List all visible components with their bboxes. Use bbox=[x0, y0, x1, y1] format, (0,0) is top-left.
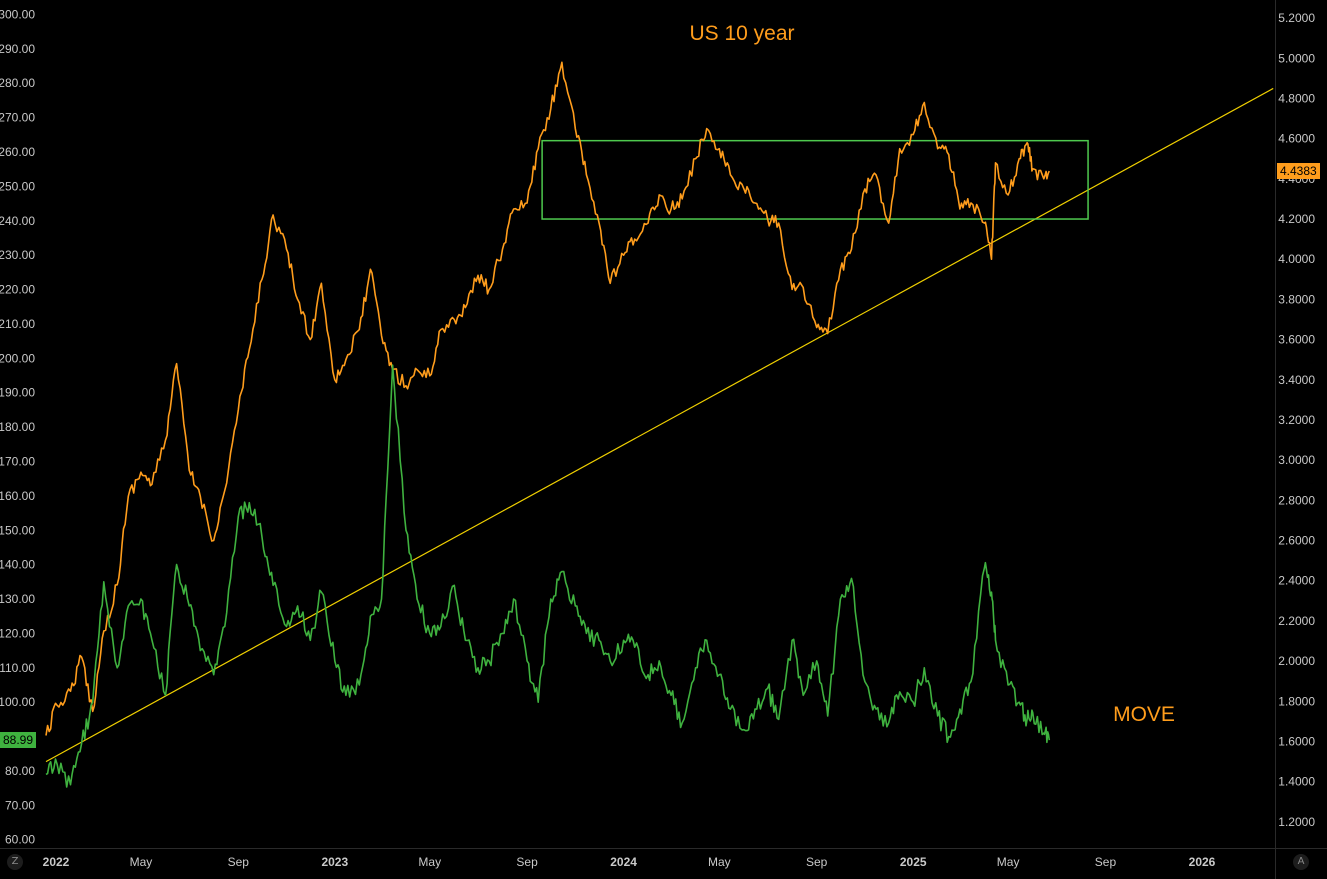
right-price-axis[interactable]: 5.20005.00004.80004.60004.40004.20004.00… bbox=[1278, 11, 1315, 829]
left-axis-tick-label: 230.00 bbox=[0, 248, 35, 262]
left-axis-tick-label: 290.00 bbox=[0, 42, 35, 56]
left-price-axis[interactable]: 300.00 290.00 280.00 270.00 260.00 250.00 240.… bbox=[0, 7, 35, 846]
range-box[interactable] bbox=[541, 139, 1089, 220]
left-axis-tick-label: 210.00 bbox=[0, 317, 35, 331]
left-axis-tick-label: 280.00 bbox=[0, 76, 35, 90]
right-axis-tick-label: 2.6000 bbox=[1278, 534, 1315, 548]
time-axis-tick-label: 2022 bbox=[43, 855, 70, 869]
right-axis-tick-label: 4.6000 bbox=[1278, 132, 1315, 146]
time-axis-tick-label: 2025 bbox=[900, 855, 927, 869]
right-axis-tick-label: 2.0000 bbox=[1278, 654, 1315, 668]
left-axis-tick-label: 270.00 bbox=[0, 111, 35, 125]
right-axis-tick-label: 3.8000 bbox=[1278, 292, 1315, 306]
last-value-badge-us10y: 4.4383 bbox=[1277, 163, 1320, 180]
left-axis-tick-label: 80.00 bbox=[5, 764, 35, 778]
right-axis-tick-label: 4.8000 bbox=[1278, 91, 1315, 105]
left-axis-tick-label: 100.00 bbox=[0, 695, 35, 709]
right-axis-tick-label: 3.4000 bbox=[1278, 373, 1315, 387]
right-axis-tick-label: 3.6000 bbox=[1278, 333, 1315, 347]
right-axis-tick-label: 4.0000 bbox=[1278, 252, 1315, 266]
right-axis-tick-label: 5.2000 bbox=[1278, 11, 1315, 25]
right-axis-tick-label: 3.0000 bbox=[1278, 453, 1315, 467]
annotation-us10y-label: US 10 year bbox=[689, 22, 794, 45]
last-value-badge-move: 88.99 bbox=[0, 732, 37, 749]
left-axis-tick-label: 130.00 bbox=[0, 592, 35, 606]
left-axis-tick-label: 110.00 bbox=[0, 661, 35, 675]
time-axis-tick-label: May bbox=[997, 855, 1020, 869]
left-axis-tick-label: 170.00 bbox=[0, 454, 35, 468]
left-axis-tick-label: 200.00 bbox=[0, 351, 35, 365]
left-axis-tick-label: 140.00 bbox=[0, 558, 35, 572]
series-line-move bbox=[45, 364, 1051, 788]
time-axis-tick-label: May bbox=[418, 855, 441, 869]
series-line-us10y bbox=[45, 61, 1051, 736]
left-axis-tick-label: 60.00 bbox=[5, 833, 35, 847]
time-axis-tick-label: 2026 bbox=[1189, 855, 1216, 869]
right-axis-tick-label: 5.0000 bbox=[1278, 51, 1315, 65]
drawings-layer bbox=[45, 87, 1274, 763]
time-axis-tick-label: 2024 bbox=[610, 855, 637, 869]
time-axis-tick-label: Sep bbox=[806, 855, 828, 869]
time-axis-tick-label: May bbox=[708, 855, 731, 869]
timezone-button[interactable]: Z bbox=[7, 854, 23, 870]
right-axis-tick-label: 2.4000 bbox=[1278, 574, 1315, 588]
right-axis-tick-label: 4.2000 bbox=[1278, 212, 1315, 226]
left-axis-tick-label: 220.00 bbox=[0, 283, 35, 297]
left-axis-tick-label: 260.00 bbox=[0, 145, 35, 159]
auto-scale-button[interactable]: A bbox=[1293, 854, 1309, 870]
right-axis-tick-label: 1.6000 bbox=[1278, 734, 1315, 748]
left-axis-tick-label: 300.00 bbox=[0, 7, 35, 21]
time-axis-tick-label: Sep bbox=[1095, 855, 1117, 869]
right-axis-tick-label: 3.2000 bbox=[1278, 413, 1315, 427]
left-axis-tick-label: 120.00 bbox=[0, 626, 35, 640]
right-axis-tick-label: 2.8000 bbox=[1278, 493, 1315, 507]
left-axis-tick-label: 250.00 bbox=[0, 179, 35, 193]
left-axis-tick-label: 150.00 bbox=[0, 523, 35, 537]
left-axis-tick-label: 180.00 bbox=[0, 420, 35, 434]
time-axis[interactable]: 2022 May Sep 2023 May Sep 2024 May Sep 2025 May Sep… bbox=[43, 855, 1216, 869]
annotation-move-label: MOVE bbox=[1113, 703, 1175, 726]
left-axis-tick-label: 240.00 bbox=[0, 214, 35, 228]
series-layer bbox=[45, 61, 1051, 788]
time-axis-tick-label: May bbox=[130, 855, 153, 869]
right-axis-tick-label: 1.2000 bbox=[1278, 815, 1315, 829]
trendline[interactable] bbox=[45, 87, 1274, 763]
left-axis-tick-label: 160.00 bbox=[0, 489, 35, 503]
left-axis-tick-label: 190.00 bbox=[0, 386, 35, 400]
right-axis-tick-label: 2.2000 bbox=[1278, 614, 1315, 628]
right-axis-tick-label: 1.4000 bbox=[1278, 775, 1315, 789]
time-axis-tick-label: Sep bbox=[228, 855, 250, 869]
right-axis-tick-label: 1.8000 bbox=[1278, 694, 1315, 708]
left-axis-tick-label: 70.00 bbox=[5, 798, 35, 812]
time-axis-tick-label: Sep bbox=[516, 855, 538, 869]
time-axis-tick-label: 2023 bbox=[321, 855, 348, 869]
